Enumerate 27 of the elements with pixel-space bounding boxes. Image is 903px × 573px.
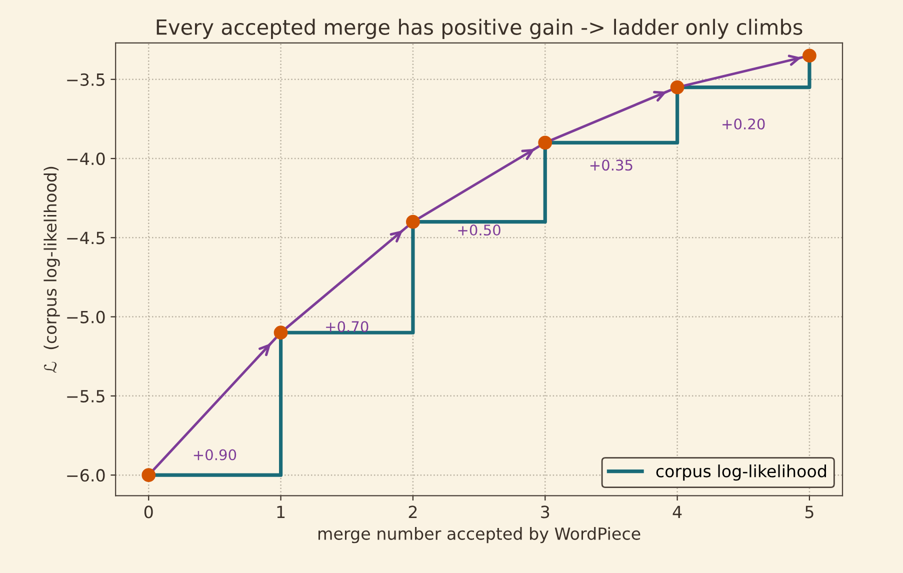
point <box>406 214 420 229</box>
y-axis-title: ℒ (corpus log-likelihood) <box>44 166 60 373</box>
annotation: +0.20 <box>722 118 765 130</box>
x-tick-label: 5 <box>805 506 814 518</box>
y-tick-label: −5.0 <box>67 310 105 324</box>
annotation: +0.35 <box>590 160 632 171</box>
x-tick-label: 0 <box>144 506 153 518</box>
legend-label: corpus log-likelihood <box>656 464 826 481</box>
x-tick-label: 1 <box>277 506 285 518</box>
x-tick-label: 4 <box>672 506 682 518</box>
point <box>142 468 156 482</box>
y-tick-label: −3.5 <box>67 73 104 86</box>
annotation: +0.70 <box>326 321 368 332</box>
point <box>274 326 288 340</box>
point <box>670 80 684 94</box>
annotation: +0.90 <box>194 449 236 460</box>
y-tick-label: −5.5 <box>67 390 104 402</box>
y-tick-label: −4.0 <box>67 152 105 166</box>
point <box>802 48 816 63</box>
point <box>538 136 552 150</box>
x-axis-title: merge number accepted by WordPiece <box>318 527 640 544</box>
annotation: +0.50 <box>458 224 500 236</box>
x-tick-label: 3 <box>541 506 550 518</box>
y-tick-label: −6.0 <box>67 469 105 482</box>
x-tick-label: 2 <box>408 506 417 518</box>
chart-title: Every accepted merge has positive gain -> ladder only climbs <box>156 18 802 39</box>
y-tick-label: −4.5 <box>67 232 104 244</box>
